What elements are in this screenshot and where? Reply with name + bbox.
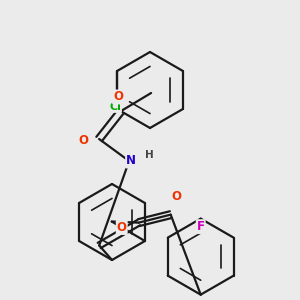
Text: H: H bbox=[145, 150, 154, 160]
Text: F: F bbox=[197, 220, 205, 233]
Text: N: N bbox=[126, 154, 136, 167]
Text: O: O bbox=[172, 190, 182, 203]
Text: Cl: Cl bbox=[109, 102, 121, 112]
Text: O: O bbox=[117, 221, 127, 234]
Text: O: O bbox=[113, 91, 123, 103]
Text: O: O bbox=[78, 134, 88, 148]
